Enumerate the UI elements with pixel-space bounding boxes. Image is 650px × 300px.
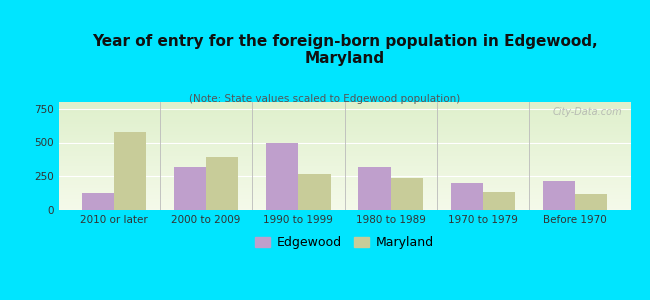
Legend: Edgewood, Maryland: Edgewood, Maryland [249, 230, 440, 256]
Text: (Note: State values scaled to Edgewood population): (Note: State values scaled to Edgewood p… [189, 94, 461, 104]
Bar [450, 183, 483, 210]
Bar [358, 167, 391, 210]
Bar [174, 167, 206, 210]
Bar [114, 132, 146, 210]
Bar [266, 142, 298, 210]
Bar [391, 178, 423, 210]
Bar [298, 174, 331, 210]
Bar [81, 193, 114, 210]
Bar [206, 157, 239, 210]
Bar [543, 181, 575, 210]
Title: Year of entry for the foreign-born population in Edgewood,
Maryland: Year of entry for the foreign-born popul… [92, 34, 597, 66]
Bar [575, 194, 608, 210]
Text: City-Data.com: City-Data.com [552, 107, 622, 117]
Bar [483, 193, 515, 210]
